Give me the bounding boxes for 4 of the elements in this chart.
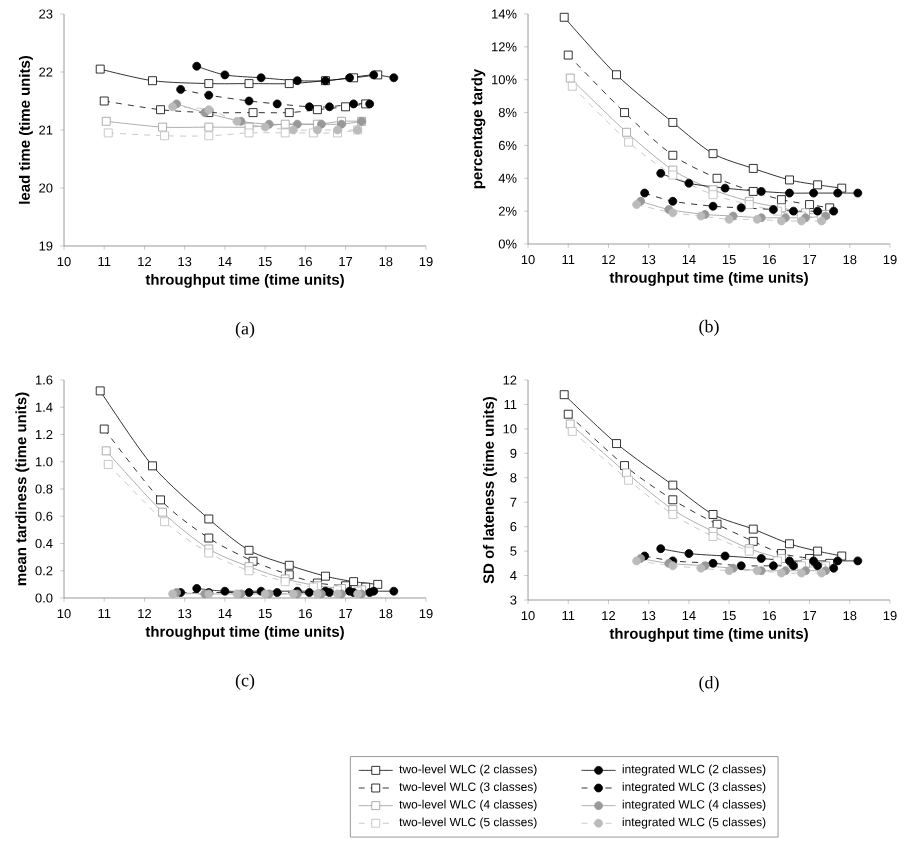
text: (b) — [699, 319, 719, 337]
text: (d) — [699, 675, 719, 693]
text: (a) — [235, 321, 255, 339]
text: (c) — [235, 673, 255, 691]
